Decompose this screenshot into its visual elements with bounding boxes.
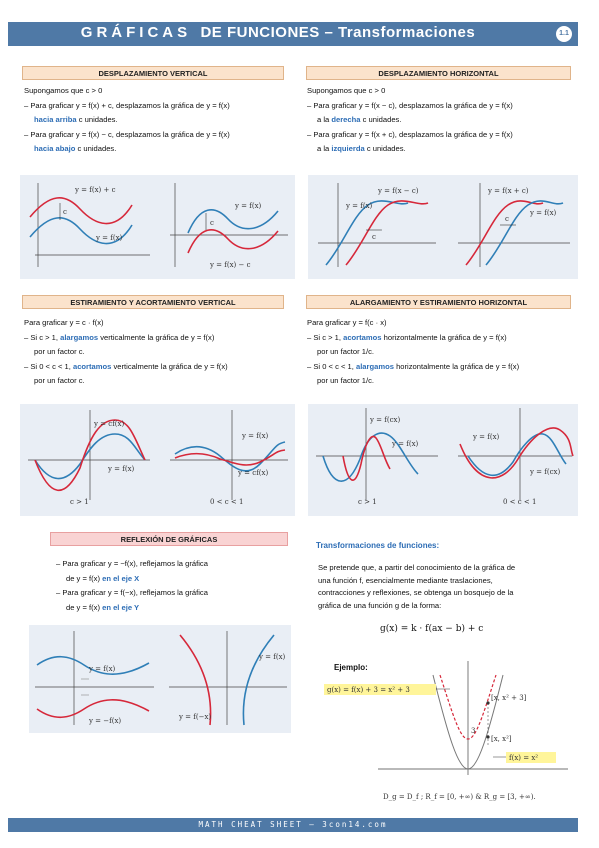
label-vst-cf2: y = cf(x): [237, 469, 268, 477]
label-ref-fneg: y = f(−x): [178, 713, 211, 721]
graph-example: g(x) = f(x) + 3 = x² + 3 [x, x² + 3] [x,…: [318, 655, 578, 805]
section-title-vertical-shift: DESPLAZAMIENTO VERTICAL: [22, 66, 284, 80]
section-title-reflection: REFLEXIÓN DE GRÁFICAS: [50, 532, 288, 546]
label-hst-cond1: c > 1: [358, 498, 377, 506]
label-hs-minus: y = f(x − c): [377, 187, 419, 195]
label-hs-c: c: [372, 233, 376, 241]
vertical-stretch-text: Para graficar y = c · f(x) – Si c > 1, a…: [24, 318, 228, 385]
label-vst-f2: y = f(x): [241, 432, 269, 440]
label-ref-f2: y = f(x): [258, 653, 286, 661]
graph-vs-up: y = f(x) + c y = f(x) c: [29, 183, 150, 267]
vertical-shift-text: Supongamos que c > 0 – Para graficar y =…: [24, 86, 230, 153]
label-vst-cond1: c > 1: [70, 498, 89, 506]
horizontal-shift-text: Supongamos que c > 0 – Para graficar y =…: [307, 86, 513, 153]
graph-vs-down: y = f(x) c y = f(x) − c: [170, 183, 288, 269]
graph-ref-x: y = f(x) y = −f(x): [35, 631, 154, 725]
label-vs-up: y = f(x) + c: [74, 186, 116, 194]
page-title: GRÁFICAS DE FUNCIONES – Transformaciones: [80, 24, 476, 41]
label-hst-f: y = f(x): [391, 440, 419, 448]
reflection-text: – Para graficar y = −f(x), reflejamos la…: [56, 559, 208, 612]
label-hst-fcx2: y = f(cx): [529, 468, 560, 476]
label-vs-c: c: [63, 208, 67, 216]
page-header: GRÁFICAS DE FUNCIONES – Transformaciones…: [8, 22, 578, 46]
section-title-horizontal-stretch: ALARGAMIENTO Y ESTIRAMIENTO HORIZONTAL: [306, 295, 571, 309]
example-label: Ejemplo:: [334, 663, 368, 672]
graph-vertical-shift: y = f(x) + c y = f(x) c y = f(x) c y = f…: [20, 175, 295, 279]
graph-ref-y: y = f(x) y = f(−x): [169, 631, 287, 726]
transformation-formula: g(x) = k · f(ax − b) + c: [380, 624, 484, 634]
graph-hs-left: y = f(x + c) y = f(x) c: [458, 183, 570, 267]
label-vst-f: y = f(x): [107, 465, 135, 473]
label-hst-fcx: y = f(cx): [369, 416, 400, 424]
graph-vertical-stretch: y = cf(x) y = f(x) c > 1 y = f(x) y = cf…: [20, 404, 295, 516]
label-vs-f2: y = f(x): [234, 202, 262, 210]
label-vs-down: y = f(x) − c: [209, 261, 251, 269]
label-hst-cond2: 0 < c < 1: [503, 498, 536, 506]
graph-hst-c-lt-1: y = f(x) y = f(cx) 0 < c < 1: [458, 408, 574, 506]
transformations-text: Se pretende que, a partir del conocimien…: [318, 563, 516, 610]
label-ex-pt2: [x, x²]: [491, 735, 512, 743]
page-badge: 1.1: [556, 26, 572, 42]
label-ex-g: g(x) = f(x) + 3 = x² + 3: [327, 686, 410, 694]
label-ex-pt1: [x, x² + 3]: [491, 694, 527, 702]
page-footer: MATH CHEAT SHEET – 3con14.com: [8, 818, 578, 832]
label-ex-f: f(x) = x²: [509, 754, 538, 762]
graph-hst-c-gt-1: y = f(cx) y = f(x) c > 1: [316, 408, 438, 506]
transformations-title: Transformaciones de funciones:: [316, 541, 440, 550]
label-ref-f: y = f(x): [88, 665, 116, 673]
graph-horizontal-shift: y = f(x − c) y = f(x) c y = f(x + c) y =…: [308, 175, 578, 279]
graph-hs-right: y = f(x − c) y = f(x) c: [318, 183, 436, 267]
label-vs-f: y = f(x): [95, 234, 123, 242]
label-hst-f2: y = f(x): [472, 433, 500, 441]
graph-vst-c-gt-1: y = cf(x) y = f(x) c > 1: [28, 410, 150, 506]
label-ex-domain: D_g = D_f ; R_f = [0, +∞) & R_g = [3, +∞…: [383, 793, 536, 801]
label-vst-cf: y = cf(x): [93, 420, 124, 428]
section-title-horizontal-shift: DESPLAZAMIENTO HORIZONTAL: [306, 66, 571, 80]
horizontal-stretch-text: Para graficar y = f(c · x) – Si c > 1, a…: [307, 318, 520, 385]
graph-vst-c-lt-1: y = f(x) y = cf(x) 0 < c < 1: [170, 410, 288, 506]
label-vs-c2: c: [210, 219, 214, 227]
label-vst-cond2: 0 < c < 1: [210, 498, 243, 506]
section-title-vertical-stretch: ESTIRAMIENTO Y ACORTAMIENTO VERTICAL: [22, 295, 284, 309]
label-ex-3: 3: [471, 727, 475, 735]
label-hs-f2: y = f(x): [529, 209, 557, 217]
graph-reflection: y = f(x) y = −f(x) y = f(x) y = f(−x): [29, 625, 291, 733]
label-hs-c2: c: [505, 215, 509, 223]
graph-horizontal-stretch: y = f(cx) y = f(x) c > 1 y = f(x) y = f(…: [308, 404, 578, 516]
label-ref-negf: y = −f(x): [88, 717, 121, 725]
label-hs-f: y = f(x): [345, 202, 373, 210]
label-hs-plus: y = f(x + c): [487, 187, 529, 195]
